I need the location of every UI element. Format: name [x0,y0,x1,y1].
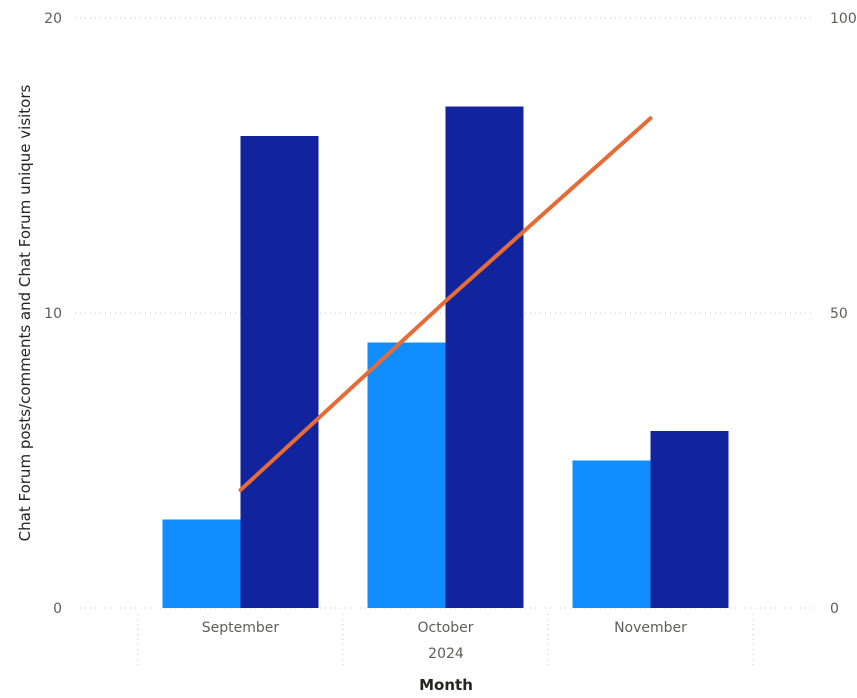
x-tick-label: October [417,620,473,636]
y-tick-label-right: 0 [830,601,839,617]
x-tick-label: September [202,620,280,636]
x-tick-label: November [614,620,687,636]
bar [367,342,446,608]
y-tick-label-right: 100 [830,11,857,27]
gridlines [75,17,812,668]
y-tick-label-left: 20 [44,11,62,27]
y-tick-label-right: 50 [830,306,848,322]
bar [572,460,651,608]
y-axis-right: 0 50 100 [830,11,857,617]
y-axis-title: Chat Forum posts/comments and Chat Forum… [16,84,34,541]
line-series [238,116,653,492]
line-series-path [238,116,653,492]
y-tick-label-left: 10 [44,306,62,322]
bar [162,519,241,608]
x-axis: September October November [202,620,687,636]
bar [650,431,729,608]
y-tick-label-left: 0 [53,601,62,617]
bar-series [162,106,729,608]
bar [240,136,319,608]
y-axis-left: 0 10 20 [44,11,62,617]
bar [445,106,524,608]
x-axis-group-label: 2024 [428,646,464,662]
x-axis-title: Month [419,676,473,694]
